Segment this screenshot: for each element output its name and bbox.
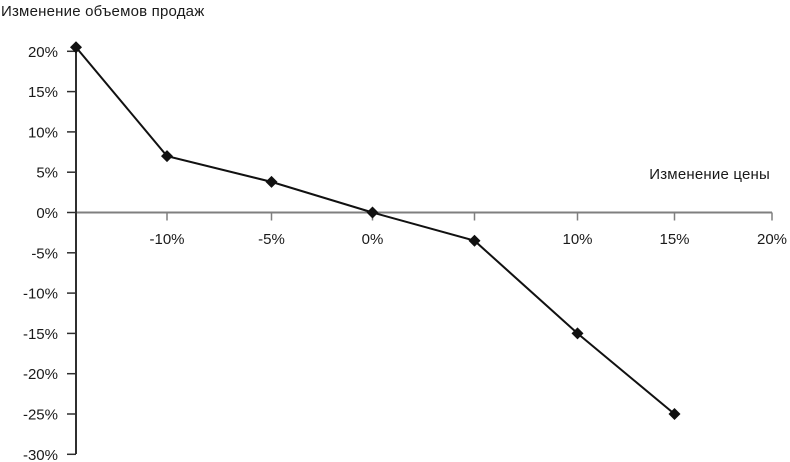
y-tick-label: 15% — [28, 84, 58, 101]
data-point-marker — [468, 234, 481, 247]
y-tick-label: -20% — [23, 366, 58, 383]
y-tick-label: 5% — [36, 165, 58, 182]
data-point-marker — [668, 408, 681, 420]
x-tick-label: 20% — [757, 231, 787, 248]
x-tick-label: 0% — [362, 231, 384, 248]
x-tick-label: 10% — [562, 231, 592, 248]
data-point-marker — [366, 206, 379, 219]
chart-title: Изменение объемов продаж — [1, 3, 205, 20]
y-tick-label: 20% — [28, 44, 58, 61]
data-point-marker — [161, 150, 173, 163]
data-point-marker — [70, 41, 82, 54]
y-tick-label: -5% — [31, 245, 58, 262]
x-tick-label: -5% — [258, 231, 285, 248]
y-tick-label: -30% — [23, 447, 58, 462]
data-point-marker — [265, 175, 278, 188]
x-axis-label: Изменение цены — [649, 166, 770, 183]
y-tick-label: -15% — [23, 326, 58, 343]
data-point-marker — [571, 327, 584, 340]
x-tick-label: 15% — [659, 231, 689, 248]
y-tick-label: -10% — [23, 286, 58, 303]
y-tick-label: 0% — [36, 205, 58, 222]
y-tick-label: -25% — [23, 407, 58, 424]
y-tick-label: 10% — [28, 124, 58, 141]
x-tick-label: -10% — [149, 231, 184, 248]
